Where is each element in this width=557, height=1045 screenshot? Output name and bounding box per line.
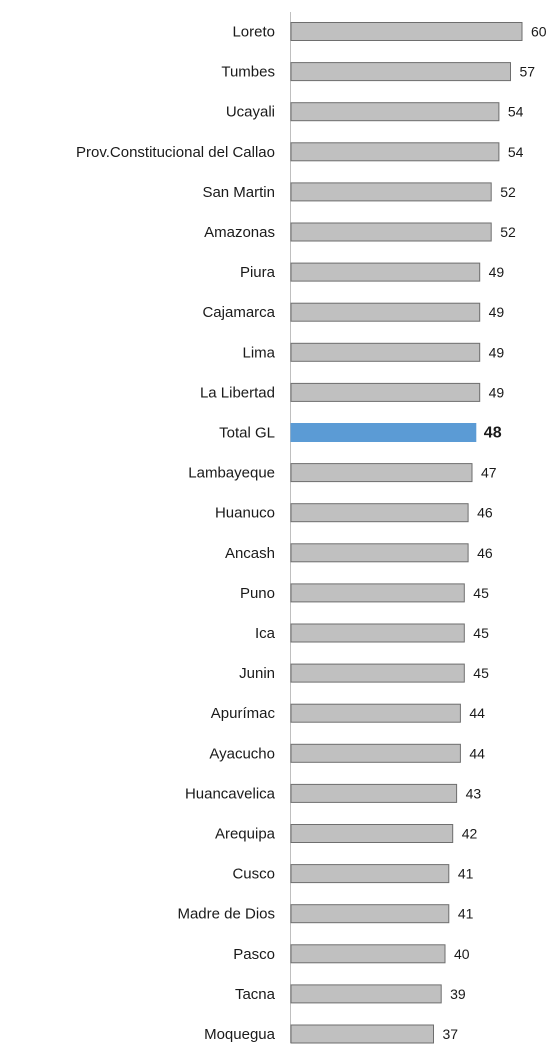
bar-tacna <box>290 984 442 1004</box>
bar-cajamarca <box>290 302 481 322</box>
value-label-ancash: 46 <box>477 545 493 561</box>
category-label-prov-constitucional-del-callao: Prov.Constitucional del Callao <box>76 144 275 161</box>
category-label-ayacucho: Ayacucho <box>209 745 275 762</box>
category-label-la-libertad: La Libertad <box>200 384 275 401</box>
category-label-lima: Lima <box>242 344 275 361</box>
category-label-tacna: Tacna <box>235 986 276 1003</box>
category-label-huanuco: Huanuco <box>215 505 275 522</box>
bar-la-libertad <box>290 382 481 402</box>
value-label-ica: 45 <box>473 625 489 641</box>
value-label-tacna: 39 <box>450 986 466 1002</box>
bar-ayacucho <box>290 743 461 763</box>
value-label-san-martin: 52 <box>500 184 516 200</box>
category-label-san-martin: San Martin <box>202 184 275 201</box>
value-label-junin: 45 <box>473 665 489 681</box>
category-label-cusco: Cusco <box>232 866 275 883</box>
value-label-puno: 45 <box>473 585 489 601</box>
category-label-loreto: Loreto <box>232 24 275 41</box>
bar-moquegua <box>290 1024 434 1044</box>
bar-amazonas <box>290 222 492 242</box>
category-label-huancavelica: Huancavelica <box>185 785 276 802</box>
bar-lambayeque <box>290 463 473 483</box>
value-label-total-gl: 48 <box>484 425 502 442</box>
category-label-piura: Piura <box>240 264 276 281</box>
bar-junin <box>290 663 465 683</box>
category-label-tumbes: Tumbes <box>221 64 275 81</box>
value-label-cajamarca: 49 <box>489 304 505 320</box>
category-label-ica: Ica <box>255 625 276 642</box>
bar-huancavelica <box>290 783 458 803</box>
value-label-madre-de-dios: 41 <box>458 906 474 922</box>
value-label-amazonas: 52 <box>500 224 516 240</box>
value-label-prov-constitucional-del-callao: 54 <box>508 144 524 160</box>
category-label-moquegua: Moquegua <box>204 1026 276 1043</box>
value-label-huanuco: 46 <box>477 505 493 521</box>
bar-ucayali <box>290 102 500 122</box>
bar-cusco <box>290 864 450 884</box>
bar-arequipa <box>290 824 454 843</box>
bar-loreto <box>290 22 523 41</box>
category-label-lambayeque: Lambayeque <box>188 465 275 482</box>
category-label-junin: Junin <box>239 665 275 682</box>
category-label-total-gl: Total GL <box>219 425 275 442</box>
value-label-pasco: 40 <box>454 946 470 962</box>
category-label-ancash: Ancash <box>225 545 275 562</box>
value-label-piura: 49 <box>489 264 505 280</box>
category-label-arequipa: Arequipa <box>215 826 276 843</box>
value-label-tumbes: 57 <box>520 64 536 80</box>
category-label-madre-de-dios: Madre de Dios <box>177 906 275 923</box>
value-label-ucayali: 54 <box>508 104 524 120</box>
bar-apurimac <box>290 703 461 723</box>
bar-san-martin <box>290 182 492 202</box>
bar-total-gl <box>290 423 477 442</box>
value-label-cusco: 41 <box>458 866 474 882</box>
category-label-cajamarca: Cajamarca <box>202 304 275 321</box>
category-label-ucayali: Ucayali <box>226 104 275 121</box>
value-label-lambayeque: 47 <box>481 465 497 481</box>
value-label-la-libertad: 49 <box>489 384 505 400</box>
value-label-huancavelica: 43 <box>466 785 482 801</box>
value-label-apurimac: 44 <box>469 705 485 721</box>
category-label-pasco: Pasco <box>233 946 275 963</box>
bar-pasco <box>290 944 446 964</box>
value-label-ayacucho: 44 <box>469 745 485 761</box>
bars-group <box>290 22 523 1044</box>
category-label-puno: Puno <box>240 585 275 602</box>
bar-huanuco <box>290 503 469 523</box>
bar-madre-de-dios <box>290 904 450 924</box>
bar-ica <box>290 623 465 643</box>
category-label-amazonas: Amazonas <box>204 224 275 241</box>
value-label-moquegua: 37 <box>443 1026 459 1042</box>
bar-lima <box>290 342 481 362</box>
value-label-lima: 49 <box>489 344 505 360</box>
category-labels-group: Loreto Tumbes Ucayali Prov.Constitucional d… <box>76 24 276 1044</box>
value-labels-group: 60 57 54 54 52 52 49 49 49 49 48 47 46 46 45 45 45 44 44 43… <box>443 24 547 1043</box>
bar-puno <box>290 583 465 603</box>
bar-piura <box>290 262 481 282</box>
value-label-arequipa: 42 <box>462 826 478 842</box>
bar-prov-constitucional-del-callao <box>290 142 500 162</box>
bar-tumbes <box>290 62 511 82</box>
bar-ancash <box>290 543 469 563</box>
value-label-loreto: 60 <box>531 24 547 40</box>
category-label-apurimac: Apurímac <box>211 705 276 722</box>
